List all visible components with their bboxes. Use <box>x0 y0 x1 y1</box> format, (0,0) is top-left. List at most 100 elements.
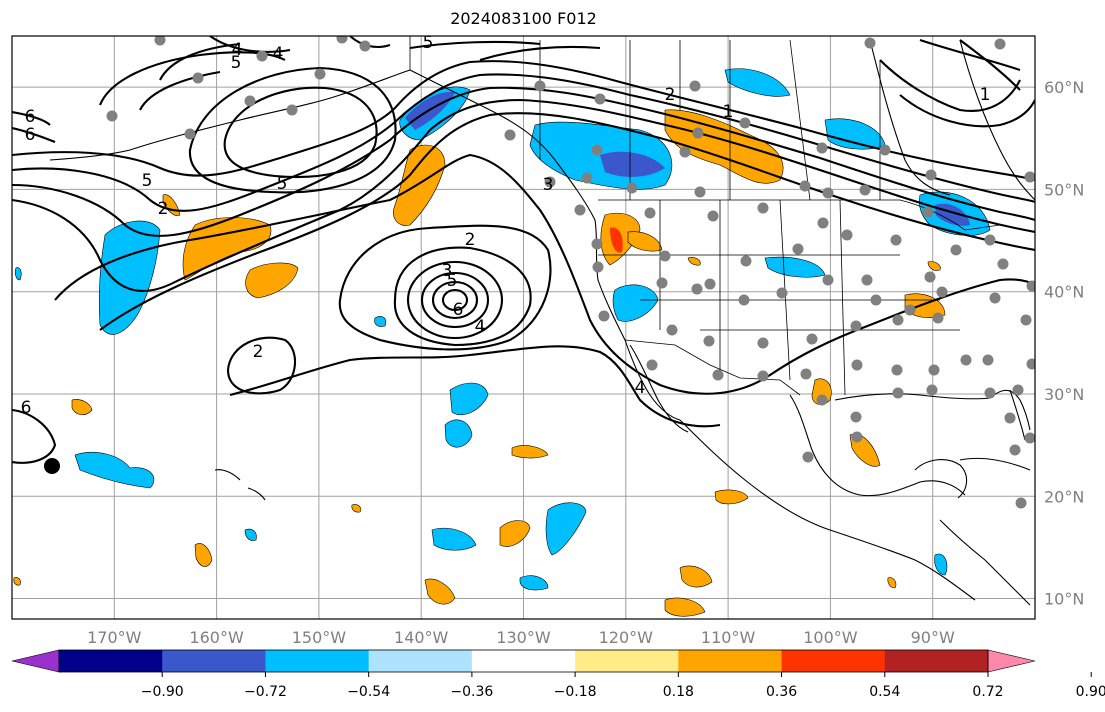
shade-orange-pacific-2 <box>245 262 299 299</box>
colorbar-bin <box>884 650 989 672</box>
contour-low-inner-1 <box>441 288 469 312</box>
station-dot <box>926 384 938 396</box>
station-dot <box>106 110 118 122</box>
border-states-2 <box>598 254 960 331</box>
shade-blue-pacific-1 <box>449 382 489 416</box>
station-dot <box>904 304 916 316</box>
station-dot <box>822 274 834 286</box>
station-dot <box>591 238 603 250</box>
station-dot <box>359 40 371 52</box>
colorbar-extend-high <box>987 649 1036 673</box>
shade-blue-california <box>612 284 659 322</box>
station-dot <box>591 144 603 156</box>
station-dot <box>1020 314 1032 326</box>
colorbar-tick-label: −0.18 <box>554 684 597 700</box>
storm-center-marker <box>44 458 60 474</box>
station-dot <box>997 258 1009 270</box>
contour-label: 4 <box>635 378 646 398</box>
coast-cuba <box>959 457 1031 471</box>
station-dot <box>802 451 814 463</box>
shade-blue-pacific-5 <box>519 575 549 591</box>
shade-orange-small-1 <box>351 504 362 513</box>
station-dot <box>598 310 610 322</box>
coast-hawaii <box>214 469 266 501</box>
station-dot <box>757 202 769 214</box>
contour-label: 2 <box>158 199 169 219</box>
shade-orange-idaho <box>627 231 663 252</box>
border-states-1 <box>659 199 846 396</box>
colorbar-bin <box>162 650 266 672</box>
contour-low-inner-3 <box>420 271 490 329</box>
contour-top-3 <box>409 40 541 50</box>
lon-label: 130°W <box>496 628 551 647</box>
station-dot <box>644 207 656 219</box>
station-dot <box>932 312 944 324</box>
station-dot <box>154 36 166 46</box>
station-dot <box>656 277 668 289</box>
lon-label: 150°W <box>292 628 347 647</box>
station-dot <box>841 229 853 241</box>
station-dot <box>192 72 204 84</box>
station-dot <box>936 286 948 298</box>
colorbar-tick-labels: −0.90 −0.72 −0.54 −0.36 −0.18 0.18 0.36 0.54 0.7… <box>141 672 1105 700</box>
coast-alaska-south <box>129 69 411 151</box>
station-dot <box>1015 497 1027 509</box>
map-frame <box>11 35 1036 620</box>
colorbar-bin <box>265 650 370 672</box>
station-dot <box>314 68 326 80</box>
station-dot <box>892 387 904 399</box>
station-dot <box>822 187 834 199</box>
colorbar-bin <box>781 650 886 672</box>
shade-orange-pacific-4 <box>511 445 549 459</box>
station-dot <box>581 172 593 184</box>
station-dot <box>1026 358 1035 370</box>
contour-low-inner-2 <box>431 280 479 320</box>
station-dot <box>691 283 703 295</box>
lat-label: 40°N <box>1044 283 1084 302</box>
station-dot <box>891 364 903 376</box>
shade-orange-pacific-1 <box>393 144 446 226</box>
station-dot <box>792 243 804 255</box>
colorbar-bin <box>59 650 163 672</box>
station-dot <box>703 335 715 347</box>
contour-label: 4 <box>273 44 284 64</box>
coast-baja <box>629 344 689 433</box>
station-dot <box>1012 384 1024 396</box>
shade-blue-pacific-2 <box>444 419 473 448</box>
station-dot <box>256 50 268 62</box>
contour-label: 6 <box>25 125 36 145</box>
lon-label: 170°W <box>87 628 142 647</box>
contour-label: 5 <box>423 33 434 53</box>
shade-orange-pacific-8 <box>424 578 456 605</box>
colorbar-tick-label: −0.36 <box>450 684 493 700</box>
shade-blue-small-1 <box>374 316 387 327</box>
coast-gulf <box>789 394 966 497</box>
contour-label: 5 <box>447 271 458 291</box>
colorbar-tick-label: 0.36 <box>766 684 797 700</box>
shade-orange-pacific-6 <box>499 520 531 547</box>
latitude-labels: 60°N 50°N 40°N 30°N 20°N 10°N <box>1044 78 1084 608</box>
station-dot <box>544 176 556 188</box>
station-dot <box>666 324 678 336</box>
coast-aleutians <box>49 149 131 161</box>
contour-label: 1 <box>723 102 734 122</box>
station-dot <box>679 146 691 158</box>
contour-label: 2 <box>253 342 264 362</box>
contour-1-sw <box>12 408 57 464</box>
contour-label: 1 <box>980 85 991 105</box>
station-dot <box>692 127 704 139</box>
lat-label: 50°N <box>1044 180 1084 199</box>
lat-label: 20°N <box>1044 487 1084 506</box>
lat-label: 30°N <box>1044 385 1084 404</box>
shade-orange-small-3 <box>687 257 701 266</box>
shade-blue-pacific-3 <box>545 502 587 556</box>
contour-label: 6 <box>25 107 36 127</box>
station-dot <box>574 204 586 216</box>
station-dot <box>594 93 606 105</box>
station-dot <box>922 206 934 218</box>
contour-jet-4 <box>12 98 1035 292</box>
station-dot <box>689 80 701 92</box>
station-dot <box>1009 444 1021 456</box>
station-dot <box>851 431 863 443</box>
